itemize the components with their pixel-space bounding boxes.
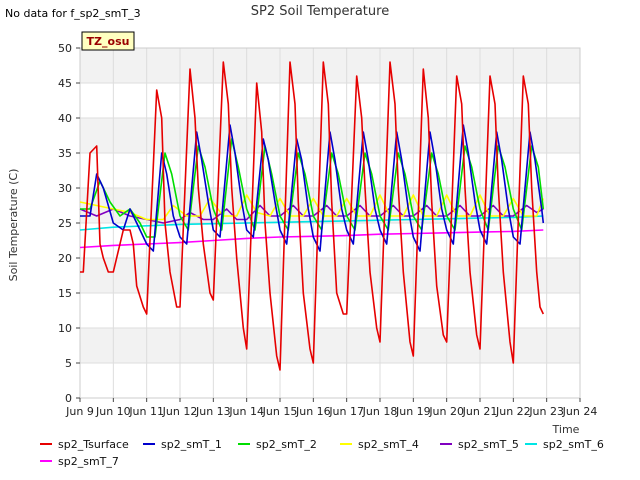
series-line-sp2_Tsurface (80, 61, 545, 371)
y-tick-label: 25 (58, 217, 72, 230)
y-axis-ticks: 0 5 10 15 20 25 30 35 40 45 50 (58, 42, 80, 405)
x-tick-label: Jun 9 (65, 405, 94, 418)
x-tick-label: Jun 15 (262, 405, 298, 418)
x-tick-label: Jun 23 (528, 405, 564, 418)
plot-band (80, 363, 580, 398)
y-axis-label: Soil Temperature (C) (7, 169, 20, 282)
x-tick-label: Jun 22 (495, 405, 531, 418)
site-badge-label: TZ_osu (87, 35, 130, 48)
x-axis-label: Time (552, 423, 580, 436)
legend-label-sp2_smT_5: sp2_smT_5 (458, 438, 519, 451)
legend-label-sp2_smT_6: sp2_smT_6 (543, 438, 604, 451)
legend-label-sp2_Tsurface: sp2_Tsurface (58, 438, 129, 451)
legend: sp2_Tsurface sp2_smT_1 sp2_smT_2 sp2_smT_4 s… (40, 438, 604, 468)
chart-title: SP2 Soil Temperature (251, 4, 389, 19)
y-tick-label: 30 (58, 182, 72, 195)
y-tick-label: 20 (58, 252, 72, 265)
y-tick-label: 35 (58, 147, 72, 160)
y-tick-label: 15 (58, 287, 72, 300)
legend-label-sp2_smT_2: sp2_smT_2 (256, 438, 317, 451)
plot-band (80, 223, 580, 258)
x-tick-label: Jun 16 (295, 405, 331, 418)
site-badge: TZ_osu (81, 31, 135, 51)
y-tick-label: 10 (58, 322, 72, 335)
x-tick-label: Jun 21 (462, 405, 498, 418)
y-tick-label: 45 (58, 77, 72, 90)
series-line-sp2_smT_1 (80, 124, 545, 252)
legend-label-sp2_smT_4: sp2_smT_4 (358, 438, 419, 451)
plot-band (80, 328, 580, 363)
y-tick-label: 40 (58, 112, 72, 125)
legend-label-sp2_smT_1: sp2_smT_1 (161, 438, 222, 451)
plot-band (80, 83, 580, 118)
no-data-note: No data for f_sp2_smT_3 (5, 7, 141, 20)
plot-band (80, 48, 580, 83)
x-tick-label: Jun 18 (362, 405, 398, 418)
x-tick-label: Jun 20 (428, 405, 464, 418)
series-lines (79, 61, 545, 371)
x-tick-label: Jun 17 (328, 405, 364, 418)
series-line-sp2_smT_6 (79, 215, 544, 231)
x-tick-label: Jun 11 (128, 405, 164, 418)
plot-band (80, 258, 580, 293)
y-tick-label: 5 (65, 357, 72, 370)
x-tick-label: Jun 19 (395, 405, 431, 418)
x-tick-label: Jun 24 (562, 405, 598, 418)
y-tick-label: 0 (65, 392, 72, 405)
x-tick-label: Jun 10 (95, 405, 131, 418)
x-tick-label: Jun 14 (228, 405, 264, 418)
y-tick-label: 50 (58, 42, 72, 55)
x-tick-label: Jun 13 (195, 405, 231, 418)
site-badge-box (81, 31, 135, 51)
plot-band (80, 293, 580, 328)
x-tick-label: Jun 12 (162, 405, 198, 418)
legend-label-sp2_smT_7: sp2_smT_7 (58, 455, 119, 468)
